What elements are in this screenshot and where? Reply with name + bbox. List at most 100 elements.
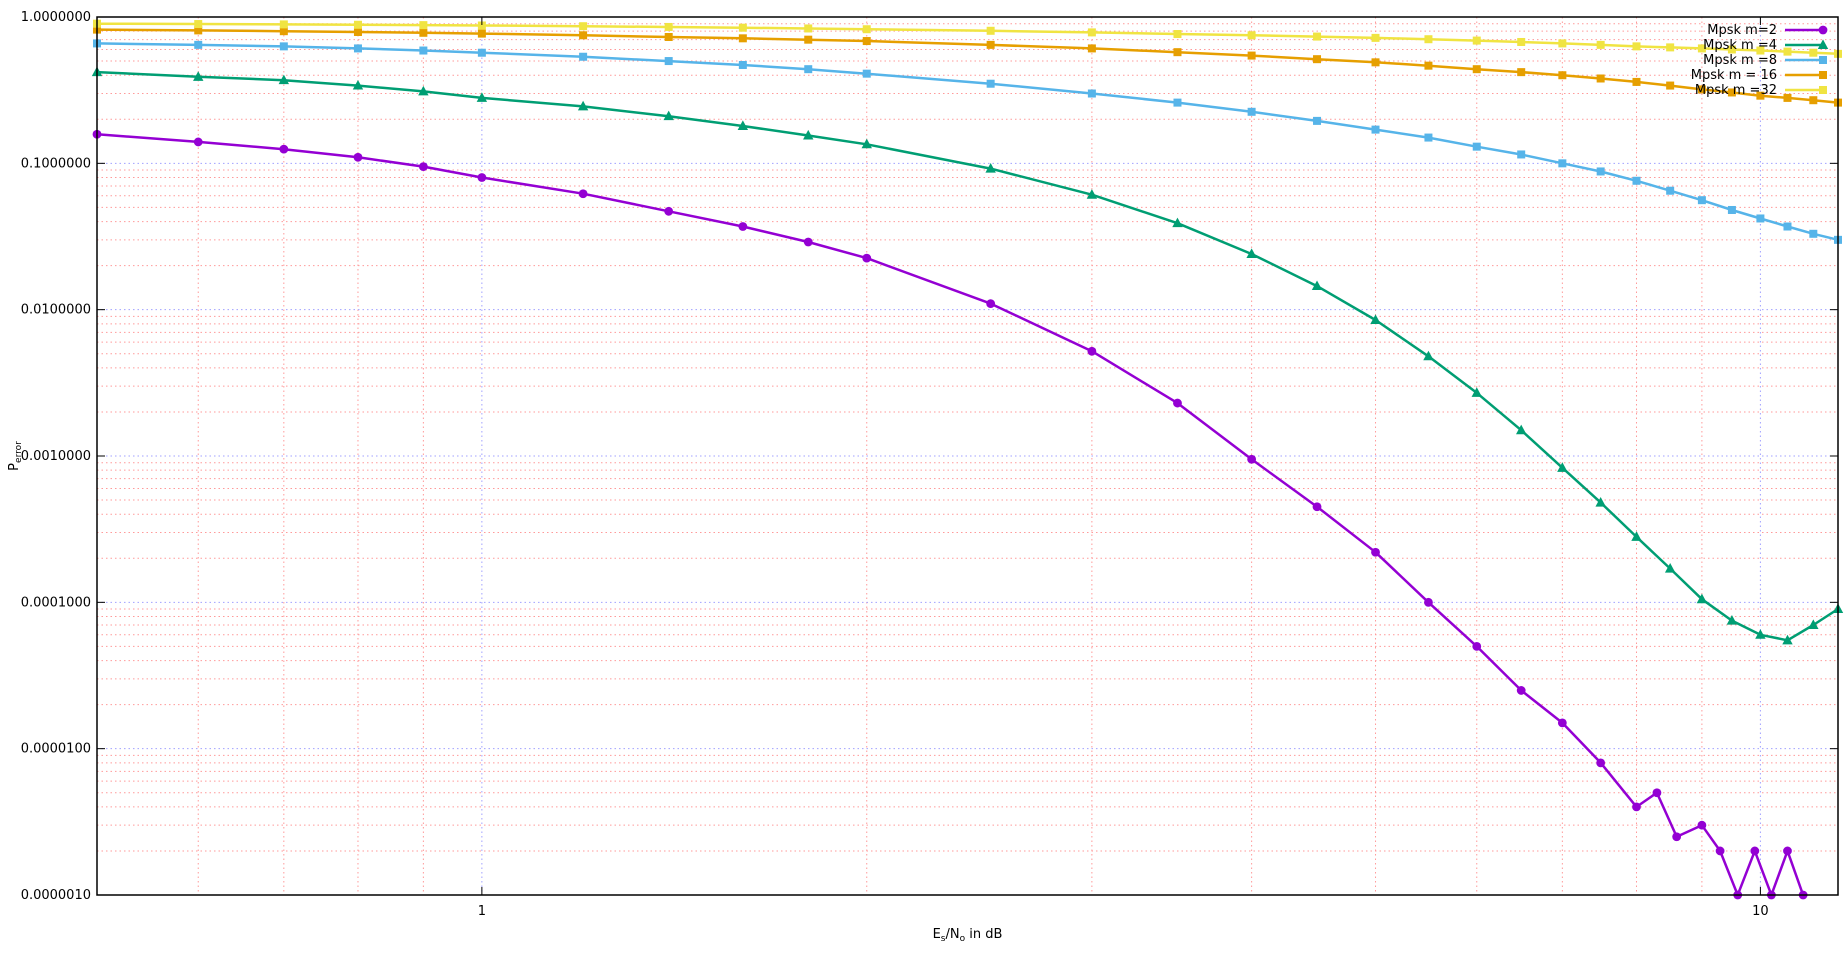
data-point [1697, 196, 1706, 205]
data-point [476, 92, 488, 102]
data-point [1750, 846, 1760, 856]
data-point [663, 110, 674, 121]
x-axis-label: Es/No in dB [933, 927, 1003, 944]
x-tick-labels: 1 10 [478, 904, 1769, 919]
data-point [804, 24, 813, 33]
data-point [862, 69, 871, 78]
data-point [862, 37, 871, 46]
data-point [1783, 47, 1792, 56]
data-point [1596, 167, 1605, 176]
data-point [194, 40, 203, 49]
data-point [1783, 222, 1792, 231]
legend-label: Mpsk m =8 [1703, 53, 1777, 68]
data-point [1756, 91, 1765, 100]
data-point [986, 40, 995, 49]
data-point [353, 27, 362, 36]
data-point [1664, 563, 1676, 573]
data-point [193, 137, 203, 147]
series-line [96, 22, 1839, 56]
data-point [738, 23, 747, 32]
data-point [985, 163, 996, 173]
data-point [477, 21, 486, 30]
legend-label: Mpsk m=2 [1707, 23, 1777, 38]
data-point [352, 79, 364, 90]
data-point [279, 144, 289, 154]
data-point [1313, 32, 1322, 41]
data-point [1727, 205, 1736, 214]
series-line [96, 70, 1839, 642]
data-point [1819, 71, 1827, 79]
data-point [803, 237, 813, 247]
data-point [1516, 424, 1527, 435]
data-point [664, 206, 674, 216]
data-point [1697, 44, 1706, 53]
data-point [1756, 46, 1765, 55]
y-tick-labels: 1.0000000 0.1000000 0.0100000 0.0010000 0.00… [21, 10, 91, 903]
y-axis-label: Perror [7, 441, 24, 471]
data-point [804, 35, 813, 44]
data-point [1472, 641, 1482, 651]
x-axis-label-sub1: s [941, 934, 946, 944]
legend-item: Mpsk m =4 [1703, 38, 1829, 53]
data-point [738, 34, 747, 43]
legend-item: Mpsk m =8 [1703, 53, 1827, 68]
data-point [194, 26, 203, 35]
data-point [1472, 36, 1481, 45]
data-point [418, 162, 428, 171]
data-point [1313, 116, 1322, 125]
series-line [96, 133, 1805, 897]
data-point [1173, 98, 1182, 107]
data-point [418, 85, 429, 96]
data-point [1783, 846, 1792, 856]
data-point [1652, 788, 1662, 798]
data-point [1632, 42, 1641, 51]
data-point [1424, 597, 1433, 607]
data-point [1371, 547, 1380, 557]
data-point [579, 22, 588, 31]
data-point [1087, 44, 1096, 53]
data-point [1472, 142, 1481, 151]
data-point [1516, 686, 1526, 695]
data-point [1172, 217, 1183, 228]
data-point [1596, 758, 1606, 768]
data-point [1247, 51, 1256, 60]
data-point [1173, 48, 1182, 57]
data-point [1517, 37, 1526, 46]
data-point [1423, 350, 1434, 361]
legend-item: Mpsk m =32 [1695, 83, 1827, 98]
series-line [96, 28, 1839, 104]
data-point [1313, 55, 1322, 64]
data-point [861, 138, 872, 149]
data-point [1247, 454, 1257, 464]
data-point [1557, 462, 1568, 472]
legend-item: Mpsk m=2 [1707, 23, 1828, 38]
y-tick-label: 0.0000010 [21, 888, 91, 903]
data-point [419, 28, 428, 37]
y-tick-label: 0.0000100 [21, 742, 91, 757]
data-point [1818, 25, 1828, 35]
y-tick-label: 0.0001000 [21, 595, 91, 610]
data-point [1697, 820, 1707, 830]
data-point [1596, 40, 1605, 49]
x-axis-label-mid: /N [946, 927, 960, 942]
data-point [1727, 88, 1736, 97]
data-point [1672, 832, 1682, 842]
series-line [96, 42, 1839, 242]
data-point [737, 120, 749, 130]
data-point [1631, 531, 1642, 541]
data-point [1370, 314, 1381, 324]
data-point [1424, 35, 1433, 44]
data-point [664, 22, 673, 31]
data-point [1819, 86, 1827, 94]
y-axis-label-sub: error [14, 441, 24, 463]
data-point [1371, 125, 1380, 134]
data-point [477, 48, 486, 57]
y-tick-label: 1.0000000 [21, 10, 91, 25]
data-point [1715, 846, 1725, 856]
data-point [1173, 30, 1182, 39]
legend-item: Mpsk m = 16 [1691, 68, 1827, 83]
data-point [193, 71, 204, 81]
data-point [279, 20, 288, 29]
data-point [1371, 58, 1380, 67]
